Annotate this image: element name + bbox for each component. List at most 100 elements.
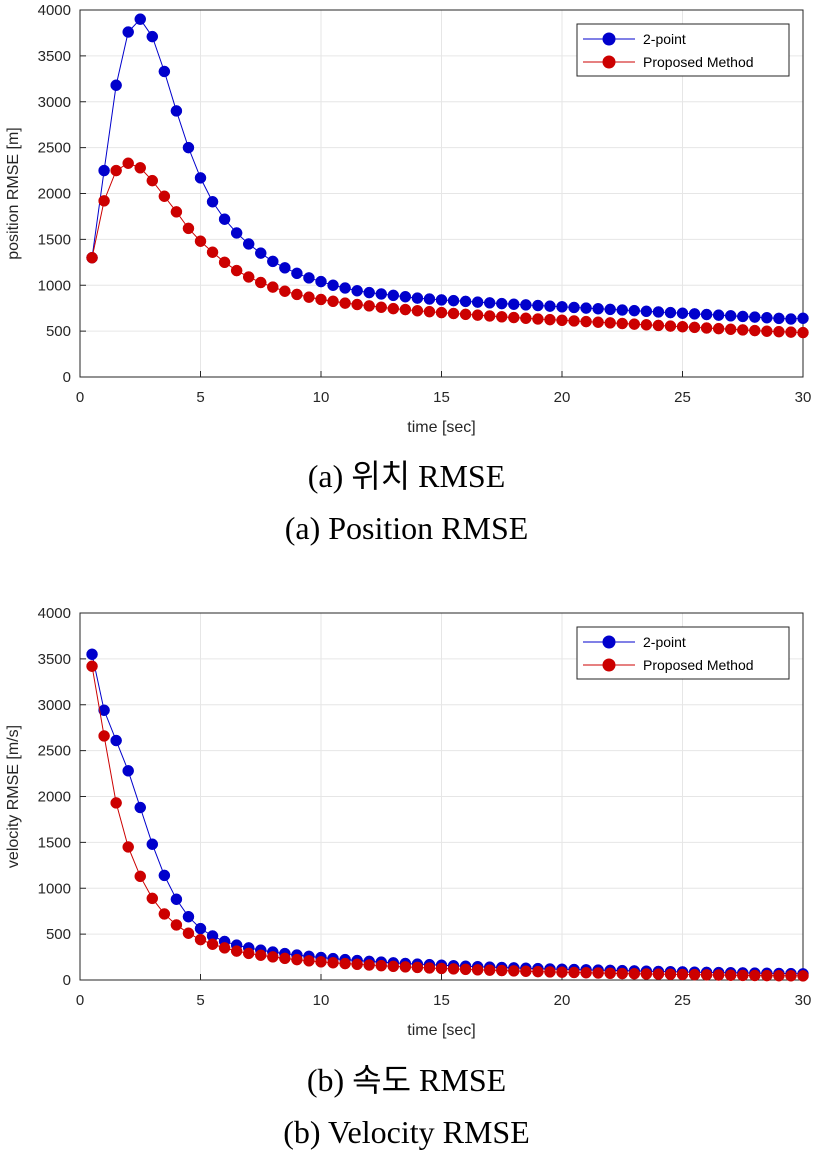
data-point [496, 311, 508, 323]
data-point [773, 325, 785, 338]
data-point [508, 311, 520, 324]
data-point [592, 302, 604, 315]
y-tick-label: 2500 [38, 743, 71, 760]
y-tick-label: 0 [63, 369, 71, 386]
data-point [339, 282, 351, 294]
data-point [327, 295, 339, 308]
data-point [459, 963, 472, 976]
x-tick-label: 15 [433, 389, 450, 406]
data-point [399, 961, 412, 973]
data-point [327, 279, 339, 291]
data-point [520, 312, 532, 325]
x-tick-label: 5 [196, 992, 204, 1009]
legend-label: Proposed Method [643, 54, 754, 70]
caption-b-english: (b) Velocity RMSE [283, 1114, 530, 1150]
data-point [773, 312, 785, 325]
data-point [279, 952, 291, 965]
data-point [423, 293, 436, 305]
data-point [375, 959, 387, 972]
data-point [568, 315, 580, 327]
legend: 2-point Proposed Method [576, 23, 790, 77]
data-point [688, 321, 701, 334]
data-point [423, 962, 436, 974]
x-axis-label: time [sec] [407, 419, 475, 436]
data-point [508, 298, 520, 310]
legend-marker [602, 658, 616, 672]
data-point [255, 247, 267, 259]
y-tick-label: 2000 [38, 789, 71, 806]
data-point [387, 302, 400, 315]
data-point [616, 304, 628, 316]
data-point [592, 967, 604, 979]
data-point [351, 958, 363, 971]
data-point [520, 965, 532, 978]
data-point [737, 310, 749, 323]
data-point [291, 267, 303, 280]
data-point [327, 957, 339, 969]
data-point [110, 797, 122, 809]
legend-label: Proposed Method [643, 657, 754, 673]
data-point [375, 301, 387, 314]
data-point [459, 295, 472, 308]
data-point [556, 966, 568, 978]
legend-label: 2-point [643, 31, 686, 47]
data-point [351, 285, 363, 297]
data-point [483, 964, 496, 976]
data-point [664, 320, 677, 332]
data-point [688, 308, 701, 320]
data-point [580, 315, 592, 328]
data-point [435, 962, 448, 975]
data-point [724, 310, 737, 322]
data-point [700, 308, 713, 321]
y-tick-label: 3000 [38, 94, 71, 111]
data-point [640, 305, 653, 318]
y-axis-label: position RMSE [m] [5, 127, 22, 259]
data-point [761, 325, 773, 337]
caption-a-english: (a) Position RMSE [284, 510, 529, 546]
data-point [206, 196, 219, 208]
data-point [98, 164, 110, 177]
data-point [688, 968, 701, 981]
data-point [797, 970, 809, 982]
data-point [267, 951, 279, 963]
data-point [724, 323, 737, 336]
data-point [411, 305, 424, 317]
data-point [255, 949, 267, 961]
data-point [652, 968, 665, 980]
data-point [122, 157, 134, 169]
data-point [785, 326, 797, 338]
x-tick-label: 25 [674, 389, 691, 406]
data-point [712, 309, 725, 321]
data-point [483, 310, 496, 322]
data-point [556, 301, 568, 313]
x-tick-label: 10 [313, 389, 330, 406]
data-point [303, 272, 315, 284]
x-axis-label: time [sec] [407, 1022, 475, 1039]
data-point [700, 322, 713, 334]
data-point [158, 908, 171, 920]
data-point [363, 300, 375, 312]
data-point [303, 291, 315, 303]
velocity-rmse-chart: 0 5 10 15 20 25 30 0 500 1000 1500 2000 2500 3000 3500… [0, 600, 813, 1050]
data-point [435, 306, 448, 319]
legend: 2-point Proposed Method [576, 626, 790, 680]
y-tick-label: 4000 [38, 605, 71, 622]
data-point [471, 964, 484, 976]
data-point [146, 838, 159, 850]
y-tick-label: 500 [46, 926, 71, 943]
data-point [664, 306, 677, 319]
data-point [724, 969, 737, 981]
data-point [496, 964, 508, 977]
data-point [291, 953, 303, 966]
data-point [98, 704, 110, 717]
data-point [134, 13, 146, 25]
data-point [206, 938, 219, 950]
data-point [351, 298, 363, 311]
data-point [86, 660, 98, 672]
data-point [170, 206, 183, 218]
data-point [712, 969, 725, 981]
legend-marker [602, 32, 616, 46]
data-point [387, 289, 400, 302]
series-proposed-method [86, 157, 809, 339]
data-point [158, 869, 171, 882]
